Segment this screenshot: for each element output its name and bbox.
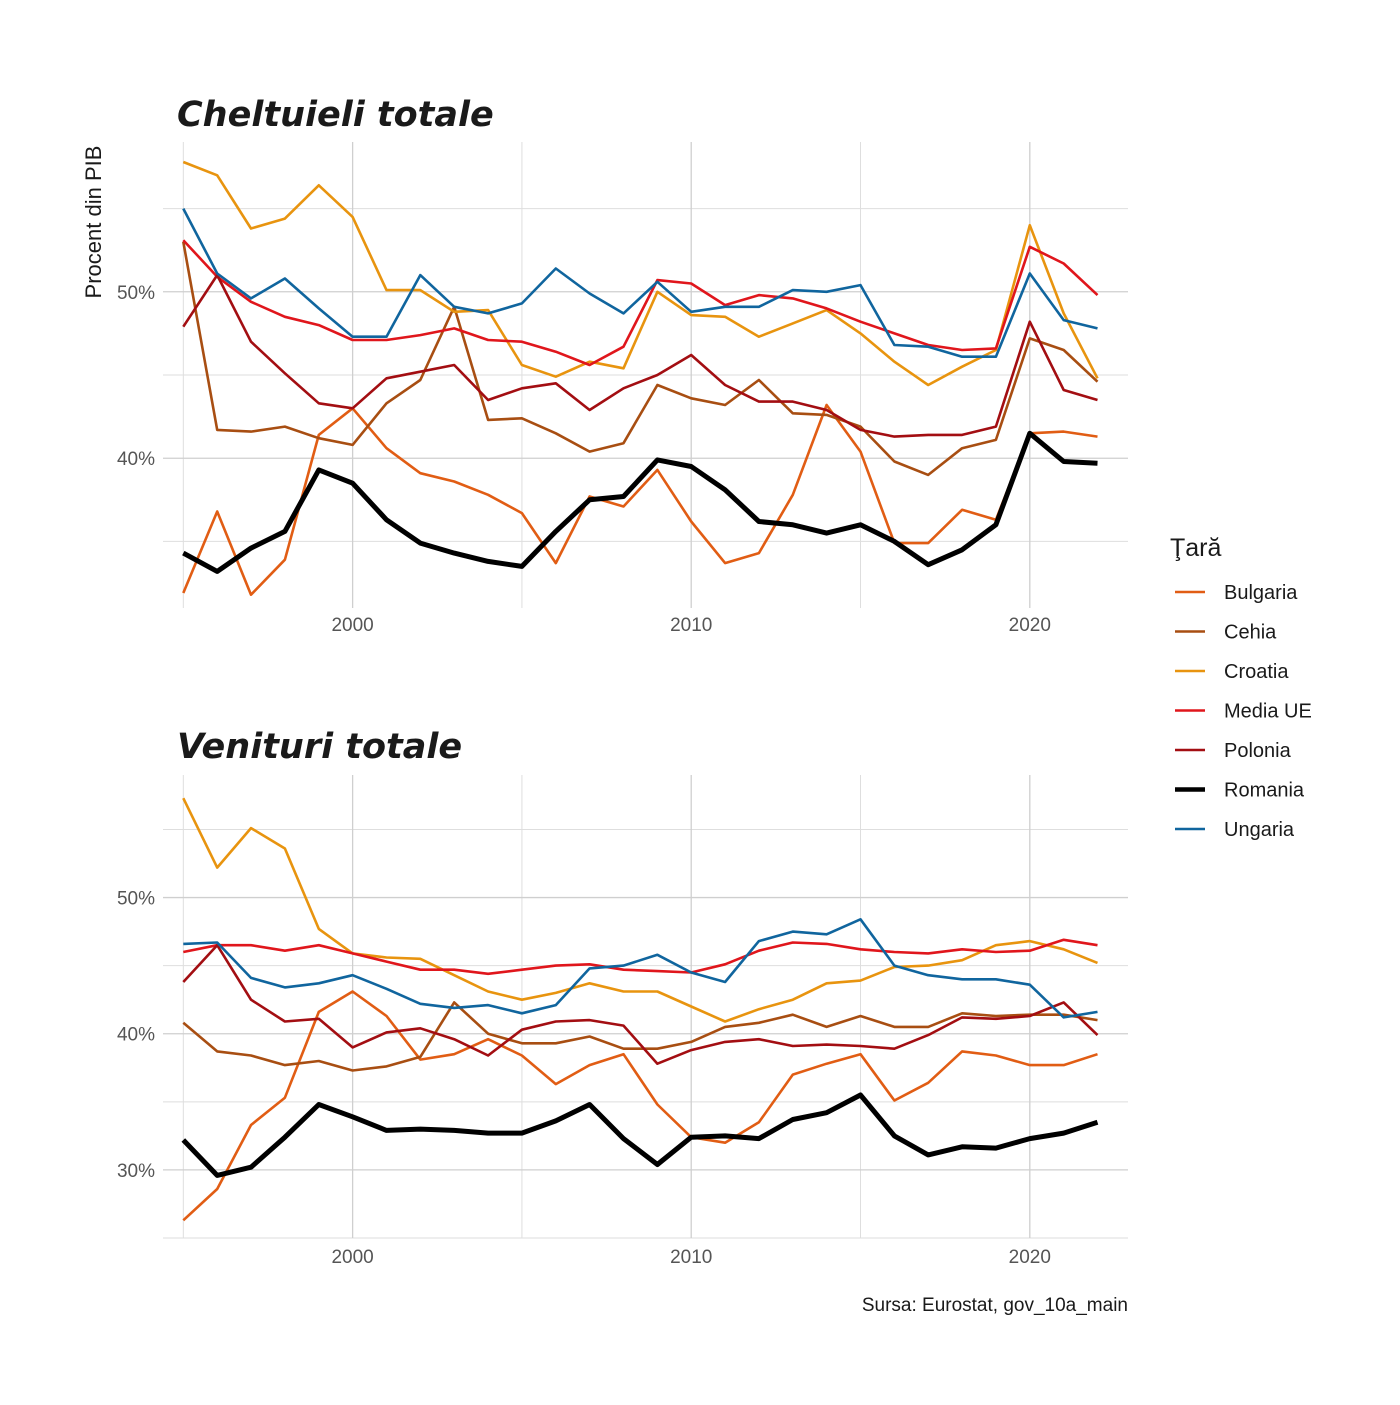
- x-tick-label: 2010: [670, 1247, 712, 1268]
- grid-cheltuieli: [163, 142, 1128, 608]
- series-line-romania: [181, 1092, 1099, 1178]
- x-tick-label: 2000: [331, 1247, 373, 1268]
- series-line-bulgaria: [182, 990, 1098, 1222]
- series-line-croatia: [182, 160, 1099, 387]
- y-ticks-venituri: 30% 40% 50%: [117, 889, 155, 1182]
- legend-label: Bulgaria: [1224, 582, 1298, 604]
- panel-title-venituri: Venituri totale: [177, 727, 462, 767]
- y-axis-label: Procent din PIB: [81, 146, 106, 299]
- series-venituri: [181, 797, 1099, 1222]
- grid-venituri: [163, 775, 1128, 1239]
- series-line-media-ue: [183, 938, 1098, 976]
- series-line-bulgaria: [182, 403, 1098, 597]
- series-line-ungaria: [182, 207, 1098, 359]
- legend-title: Ţară: [1170, 534, 1222, 562]
- legend-item-romania: Romania: [1175, 780, 1305, 802]
- legend-item-cehia: Cehia: [1175, 622, 1277, 644]
- legend-label: Media UE: [1224, 701, 1312, 723]
- legend-label: Polonia: [1224, 740, 1292, 762]
- x-ticks-cheltuieli: 2000 2010 2020: [331, 615, 1050, 636]
- series-line-ungaria: [183, 917, 1098, 1019]
- legend-item-bulgaria: Bulgaria: [1175, 582, 1298, 604]
- series-line-media-ue: [182, 239, 1099, 367]
- legend-label: Croatia: [1224, 661, 1289, 683]
- y-tick-label: 30%: [117, 1161, 155, 1182]
- panel-venituri: 30% 40% 50% 2000 2010 2020 Venituri totale: [117, 727, 1128, 1268]
- series-cheltuieli: [182, 160, 1099, 597]
- series-line-polonia: [182, 273, 1098, 438]
- legend-label: Cehia: [1224, 622, 1277, 644]
- series-line-cehia: [182, 1001, 1098, 1072]
- legend-item-croatia: Croatia: [1175, 661, 1289, 683]
- legend-items: Bulgaria Cehia Croatia Media UE Polonia Roman…: [1175, 582, 1312, 841]
- x-tick-label: 2010: [670, 615, 712, 636]
- y-tick-label: 50%: [117, 889, 155, 910]
- series-line-cehia: [182, 241, 1099, 477]
- legend-label: Ungaria: [1224, 819, 1295, 841]
- series-line-croatia: [182, 797, 1098, 1023]
- legend-item-media-ue: Media UE: [1175, 701, 1312, 723]
- y-tick-label: 50%: [117, 283, 155, 304]
- y-tick-label: 40%: [117, 1025, 155, 1046]
- series-line-polonia: [182, 943, 1099, 1065]
- panel-cheltuieli: 40% 50% 2000 2010 2020 Cheltuieli totale Pr…: [81, 95, 1128, 636]
- caption: Sursa: Eurostat, gov_10a_main: [862, 1295, 1128, 1316]
- y-tick-label: 40%: [117, 449, 155, 470]
- x-tick-label: 2020: [1009, 615, 1051, 636]
- panel-title-cheltuieli: Cheltuieli totale: [177, 95, 494, 135]
- x-tick-label: 2020: [1009, 1247, 1051, 1268]
- y-ticks-cheltuieli: 40% 50%: [117, 283, 155, 470]
- series-line-romania: [182, 430, 1098, 574]
- x-tick-label: 2000: [331, 615, 373, 636]
- legend-label: Romania: [1224, 780, 1305, 802]
- legend-item-ungaria: Ungaria: [1175, 819, 1295, 841]
- x-ticks-venituri: 2000 2010 2020: [331, 1247, 1050, 1268]
- legend: Ţară Bulgaria Cehia Croatia Media UE Polonia…: [1170, 534, 1312, 841]
- legend-item-polonia: Polonia: [1175, 740, 1292, 762]
